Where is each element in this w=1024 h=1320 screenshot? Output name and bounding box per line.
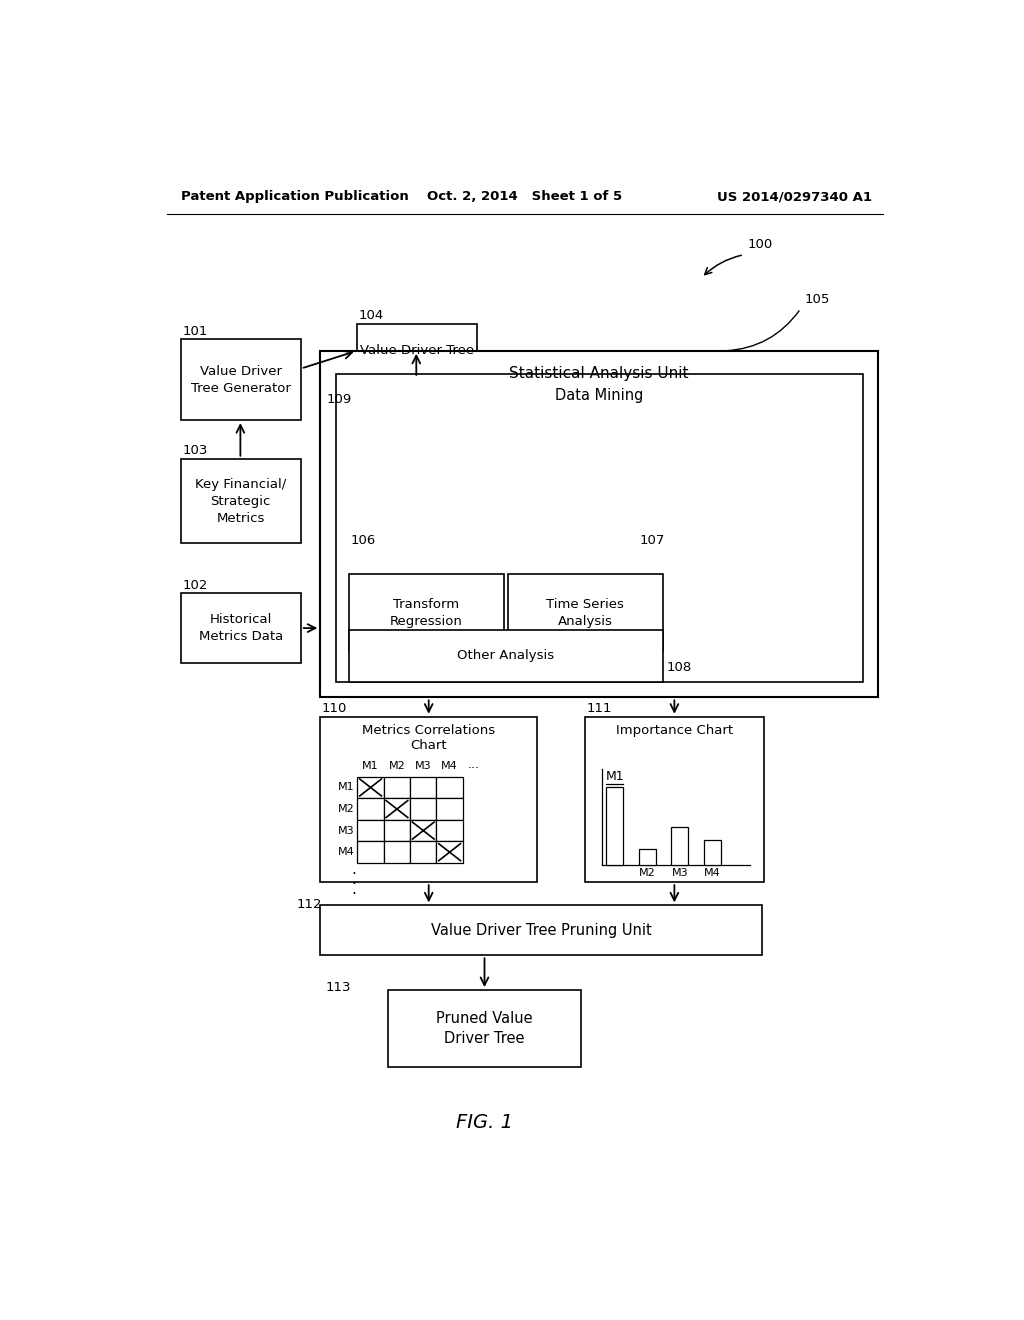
Bar (436, 841, 463, 863)
Bar (336, 374, 862, 682)
Text: Data Mining: Data Mining (555, 388, 643, 403)
Text: M4: M4 (703, 869, 721, 878)
Text: 103: 103 (182, 444, 208, 457)
Text: ·: · (352, 887, 356, 902)
Text: Other Analysis: Other Analysis (458, 649, 554, 663)
Text: 100: 100 (748, 238, 773, 251)
Bar (180, 339, 301, 420)
Text: US 2014/0297340 A1: US 2014/0297340 A1 (717, 190, 872, 203)
Text: M4: M4 (441, 760, 458, 771)
Bar (357, 776, 384, 799)
Bar (436, 776, 463, 799)
Text: M2: M2 (639, 869, 655, 878)
Text: M3: M3 (338, 825, 354, 836)
Bar (410, 799, 436, 820)
Bar (357, 799, 384, 820)
Bar (672, 826, 688, 866)
Bar (356, 323, 477, 378)
Text: M1: M1 (605, 770, 624, 783)
Bar (321, 717, 538, 882)
Bar (703, 840, 721, 866)
Text: Pruned Value
Driver Tree: Pruned Value Driver Tree (436, 1011, 532, 1045)
Text: 109: 109 (327, 393, 351, 407)
Text: M4: M4 (338, 847, 354, 857)
Bar (384, 820, 410, 841)
Text: M3: M3 (672, 869, 688, 878)
Text: 102: 102 (182, 579, 208, 591)
Bar (357, 841, 384, 863)
Text: FIG. 1: FIG. 1 (456, 1113, 513, 1133)
Text: Transform
Regression: Transform Regression (390, 598, 463, 628)
Bar (410, 820, 436, 841)
Bar (606, 787, 624, 866)
Bar (508, 574, 663, 651)
Text: ·: · (352, 867, 356, 882)
Text: 113: 113 (326, 981, 351, 994)
Bar (321, 351, 879, 697)
Text: M3: M3 (415, 760, 431, 771)
Bar (384, 799, 410, 820)
Text: Oct. 2, 2014   Sheet 1 of 5: Oct. 2, 2014 Sheet 1 of 5 (427, 190, 623, 203)
Text: Time Series
Analysis: Time Series Analysis (547, 598, 625, 628)
Text: M1: M1 (338, 783, 354, 792)
Text: 106: 106 (350, 535, 376, 548)
Text: M1: M1 (362, 760, 379, 771)
Text: M2: M2 (338, 804, 354, 814)
Text: 101: 101 (182, 325, 208, 338)
Text: Value Driver
Tree Generator: Value Driver Tree Generator (190, 364, 291, 395)
Bar (384, 841, 410, 863)
Bar (180, 459, 301, 544)
Bar (180, 594, 301, 663)
Bar (410, 776, 436, 799)
Text: Key Financial/
Strategic
Metrics: Key Financial/ Strategic Metrics (196, 478, 287, 524)
Text: Importance Chart: Importance Chart (615, 725, 733, 738)
Bar (321, 906, 762, 956)
Bar (388, 990, 582, 1067)
Text: Value Driver Tree: Value Driver Tree (359, 345, 474, 358)
Text: ·: · (352, 876, 356, 892)
Text: M2: M2 (388, 760, 406, 771)
Text: 111: 111 (587, 702, 612, 715)
Bar (384, 776, 410, 799)
Text: 105: 105 (805, 293, 829, 306)
Bar (349, 574, 504, 651)
Bar (436, 820, 463, 841)
Text: Historical
Metrics Data: Historical Metrics Data (199, 612, 283, 643)
Bar (410, 841, 436, 863)
Text: Statistical Analysis Unit: Statistical Analysis Unit (510, 367, 689, 381)
Bar (357, 820, 384, 841)
Text: Metrics Correlations
Chart: Metrics Correlations Chart (362, 725, 496, 752)
Bar (639, 849, 655, 866)
Bar (436, 799, 463, 820)
Text: 107: 107 (640, 535, 665, 548)
Text: 110: 110 (322, 702, 347, 715)
Text: Value Driver Tree Pruning Unit: Value Driver Tree Pruning Unit (431, 923, 651, 937)
Text: ...: ... (467, 758, 479, 771)
Text: 108: 108 (667, 661, 692, 675)
Text: 104: 104 (358, 309, 383, 322)
Text: Patent Application Publication: Patent Application Publication (180, 190, 409, 203)
Bar (349, 630, 663, 682)
Bar (586, 717, 764, 882)
Text: 112: 112 (297, 899, 323, 911)
